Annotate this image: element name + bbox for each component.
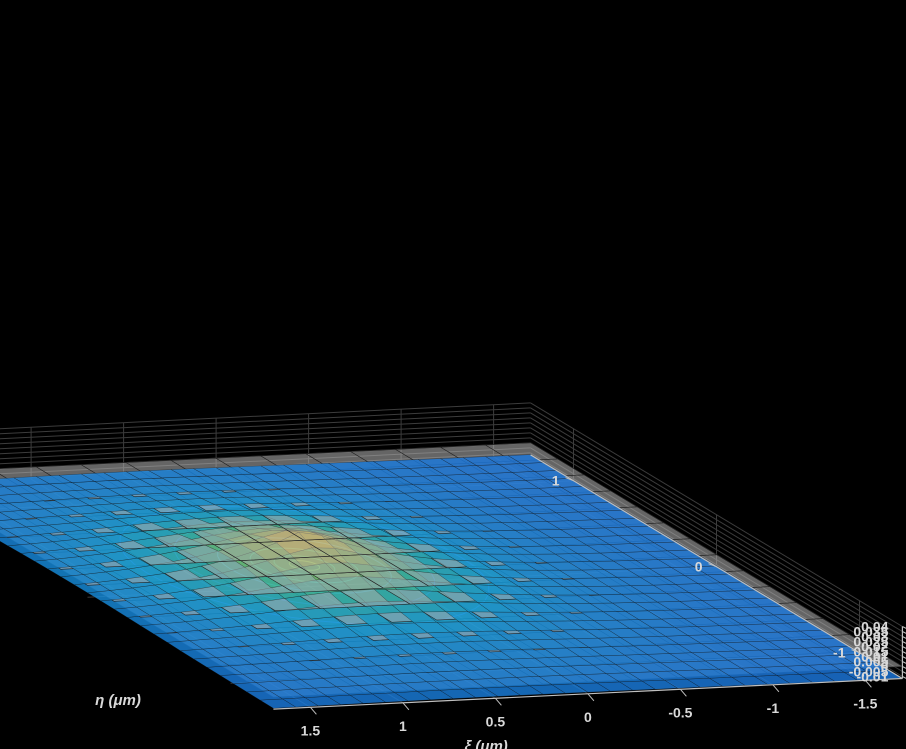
xi-tick-mark xyxy=(680,688,687,697)
z-tick-mark xyxy=(902,626,906,629)
eta-tick-mark xyxy=(565,477,574,482)
xi-tick-mark xyxy=(865,679,872,688)
eta-tick-label: 1 xyxy=(552,473,560,489)
eta-tick-mark xyxy=(851,649,860,654)
z-tick-label: -0.01 xyxy=(856,669,888,685)
xi-tick-mark xyxy=(402,702,410,711)
xi-tick-labels: 1.5 1 0.5 0 -0.5 -1 -1.5 xyxy=(301,679,878,738)
eta-tick-label: -1 xyxy=(833,645,846,661)
z-tick-label: 0.03 xyxy=(861,629,888,645)
xi-axis-label: ξ (μm) xyxy=(465,738,508,749)
z-tick-mark xyxy=(902,646,906,649)
xi-tick-mark xyxy=(587,693,595,702)
eta-tick-label: 0 xyxy=(695,559,703,575)
xi-tick-mark xyxy=(310,706,317,715)
z-tick-label: 0.005 xyxy=(853,654,888,670)
z-tick-label: -0.005 xyxy=(849,664,889,680)
xi-tick-label: 1.5 xyxy=(301,722,321,738)
xi-tick-label: -1 xyxy=(767,700,780,716)
z-tick-mark xyxy=(902,666,906,669)
xi-tick-label: -0.5 xyxy=(668,704,692,720)
z-tick-label: 0 xyxy=(881,659,889,675)
z-tick-label: 0.035 xyxy=(853,624,888,640)
surface-mesh xyxy=(0,442,904,709)
z-tick-label: 0.015 xyxy=(853,644,888,660)
xi-tick-label: 1 xyxy=(399,718,407,734)
z-tick-label: 0.02 xyxy=(861,639,888,655)
xi-tick-label: -1.5 xyxy=(853,695,877,711)
xi-tick-mark xyxy=(495,697,502,706)
z-tick-mark xyxy=(902,671,906,674)
xi-tick-mark xyxy=(772,684,780,693)
eta-axis-label: η (μm) xyxy=(95,692,141,709)
z-tick-mark xyxy=(902,651,906,654)
xi-tick-label: 0.5 xyxy=(486,713,506,729)
z-tick-mark xyxy=(902,661,906,664)
z-tick-label: 0.01 xyxy=(861,649,888,665)
eta-tick-labels: 1 0 -1 xyxy=(552,473,860,661)
z-tick-mark xyxy=(902,636,906,639)
z-tick-label: 0.04 xyxy=(861,619,888,635)
z-tick-mark xyxy=(902,656,906,659)
z-tick-labels: 0.040.0350.030.0250.020.0150.010.0050-0.… xyxy=(849,619,906,685)
z-tick-mark xyxy=(902,641,906,644)
z-tick-label: 0.025 xyxy=(853,634,888,650)
xi-tick-label: 0 xyxy=(584,709,592,725)
z-tick-mark xyxy=(902,676,906,679)
z-tick-mark xyxy=(902,631,906,634)
eta-tick-mark xyxy=(708,563,717,568)
